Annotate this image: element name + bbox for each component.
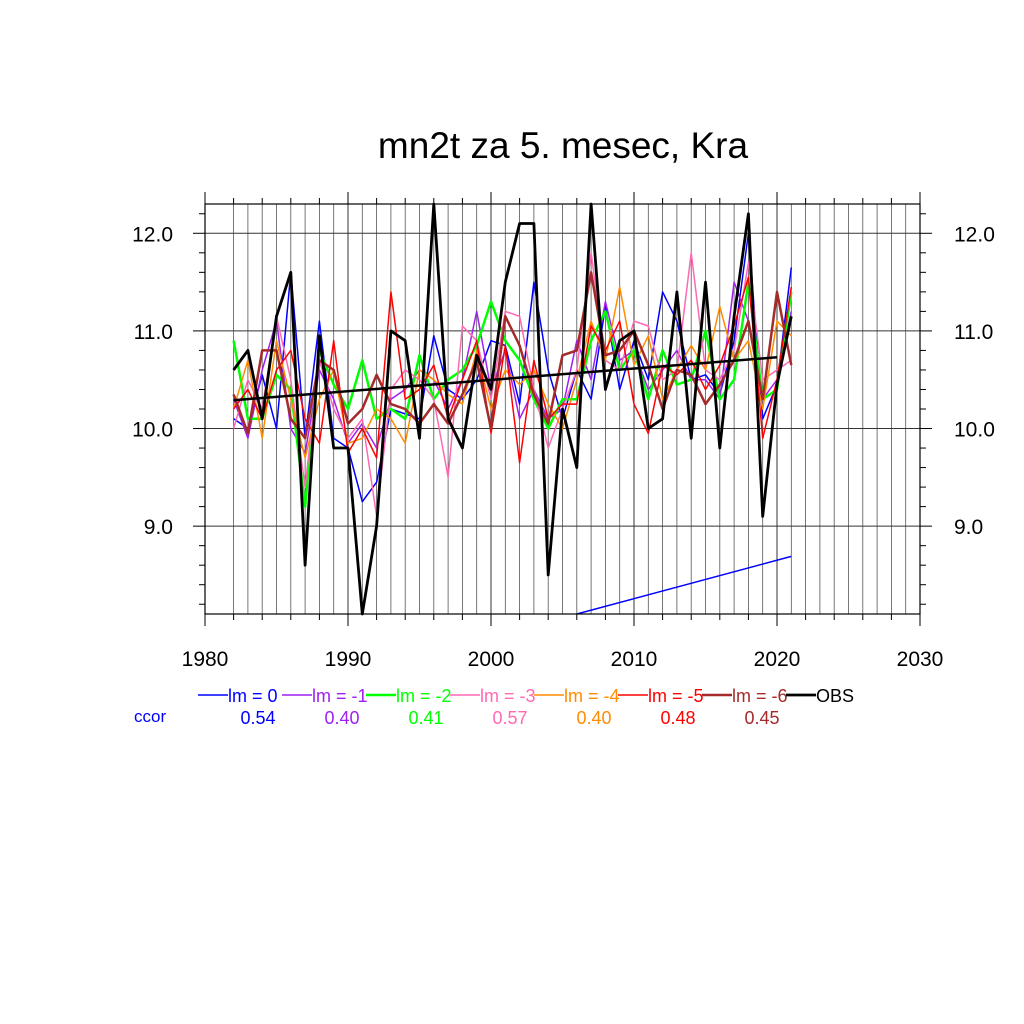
x-tick-label: 1980 xyxy=(182,648,229,671)
x-tick-label: 2010 xyxy=(611,648,658,671)
y-tick-label-right: 10.0 xyxy=(954,419,995,442)
legend-ccor-6: 0.45 xyxy=(744,708,779,728)
legend-ccor-4: 0.40 xyxy=(576,708,611,728)
x-tick-label: 2000 xyxy=(468,648,515,671)
legend-label-2: lm = -2 xyxy=(396,686,452,706)
legend-label-4: lm = -4 xyxy=(564,686,620,706)
legend-ccor-5: 0.48 xyxy=(660,708,695,728)
y-tick-label: 9.0 xyxy=(144,516,173,539)
legend-label-7: OBS xyxy=(816,686,854,706)
ccor-label: ccor xyxy=(134,707,166,726)
legend-ccor-0: 0.54 xyxy=(240,708,275,728)
y-tick-label-right: 9.0 xyxy=(954,516,983,539)
legend-ccor-2: 0.41 xyxy=(408,708,443,728)
trend-line-1 xyxy=(576,555,792,615)
y-tick-label: 10.0 xyxy=(132,419,173,442)
series-line-6 xyxy=(232,271,793,440)
axes: 1980 1990 2000 2010 2020 2030 9.0 9.0 10.0 10.0 11… xyxy=(132,192,995,671)
legend-label-0: lm = 0 xyxy=(228,686,278,706)
plot-area xyxy=(232,202,793,616)
y-tick-label-right: 12.0 xyxy=(954,223,995,246)
legend-ccor-1: 0.40 xyxy=(324,708,359,728)
legend-label-1: lm = -1 xyxy=(312,686,368,706)
trend-line-0 xyxy=(233,356,778,402)
y-tick-label: 12.0 xyxy=(132,223,173,246)
legend-label-6: lm = -6 xyxy=(732,686,788,706)
legend-ccor-3: 0.57 xyxy=(492,708,527,728)
x-tick-label: 1990 xyxy=(325,648,372,671)
x-tick-label: 2020 xyxy=(754,648,801,671)
x-tick-label: 2030 xyxy=(897,648,944,671)
series-line-0 xyxy=(233,232,793,503)
chart-title: mn2t za 5. mesec, Kra xyxy=(378,125,749,166)
y-tick-label: 11.0 xyxy=(134,321,173,344)
y-tick-label-right: 11.0 xyxy=(954,321,993,344)
legend-label-3: lm = -3 xyxy=(480,686,536,706)
legend-label-5: lm = -5 xyxy=(648,686,704,706)
